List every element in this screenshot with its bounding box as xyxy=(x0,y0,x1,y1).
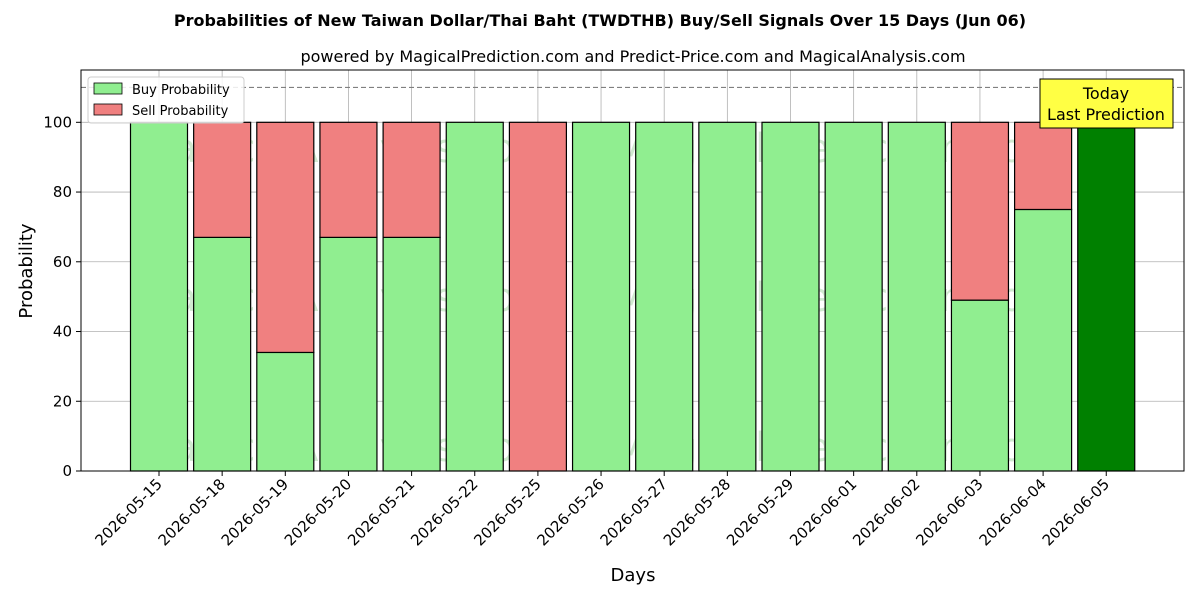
x-tick-label-12: 2026-06-02 xyxy=(849,475,923,549)
legend: Buy Probability Sell Probability xyxy=(87,76,245,124)
bar-buy-14 xyxy=(1013,208,1073,472)
bar-buy-0 xyxy=(129,121,189,472)
x-tick-label-15: 2026-06-05 xyxy=(1039,475,1113,549)
bar-buy-7 xyxy=(571,121,631,472)
x-tick-label-2: 2026-05-19 xyxy=(218,475,292,549)
annotation-box xyxy=(1039,78,1174,129)
legend-sell-swatch xyxy=(93,103,123,116)
chart-subtitle: powered by MagicalPrediction.com and Pre… xyxy=(300,47,965,66)
x-tick-label-5: 2026-05-22 xyxy=(407,475,481,549)
bar-buy-12 xyxy=(887,121,946,472)
bar-buy-10 xyxy=(761,121,820,472)
y-tick-label-0: 0 xyxy=(62,462,72,480)
x-tick-label-8: 2026-05-27 xyxy=(597,475,671,549)
bar-sell-2 xyxy=(256,121,315,354)
bar-buy-4 xyxy=(382,236,441,472)
bar-buy-15 xyxy=(1077,121,1136,472)
plot-frame xyxy=(80,69,1185,472)
annotation-line-1: Today xyxy=(1082,84,1129,103)
annotation-line-2: Last Prediction xyxy=(1047,105,1165,124)
legend-box xyxy=(87,76,245,124)
bar-sell-14 xyxy=(1013,121,1073,211)
x-axis-label: Days xyxy=(611,565,656,586)
x-tick-label-13: 2026-06-03 xyxy=(912,475,986,549)
x-tick-label-10: 2026-05-29 xyxy=(723,475,797,549)
bar-buy-5 xyxy=(445,121,504,472)
x-tick-label-7: 2026-05-26 xyxy=(533,475,607,549)
y-axis: 0 20 40 60 80 100 xyxy=(43,113,81,480)
legend-buy-label: Buy Probability xyxy=(132,83,230,98)
bar-sell-13 xyxy=(950,121,1010,301)
bar-buy-3 xyxy=(319,236,378,472)
y-tick-label-5: 100 xyxy=(43,113,72,131)
y-tick-label-1: 20 xyxy=(53,392,72,410)
bar-buy-2 xyxy=(256,351,315,472)
x-tick-label-14: 2026-06-04 xyxy=(976,475,1050,549)
bar-buy-8 xyxy=(635,121,694,472)
x-tick-label-3: 2026-05-20 xyxy=(281,475,355,549)
legend-sell-label: Sell Probability xyxy=(132,104,229,119)
bar-sell-3 xyxy=(319,121,378,238)
today-annotation: Today Last Prediction xyxy=(1039,78,1174,129)
y-tick-label-2: 40 xyxy=(53,323,72,341)
bar-buy-11 xyxy=(824,121,883,472)
chart-title: Probabilities of New Taiwan Dollar/Thai … xyxy=(174,11,1026,30)
bar-buy-13 xyxy=(950,299,1010,472)
bar-buy-9 xyxy=(698,121,757,472)
x-tick-label-1: 2026-05-18 xyxy=(155,475,229,549)
y-axis-label: Probability xyxy=(16,223,37,318)
bar-sell-6 xyxy=(508,121,567,472)
x-tick-label-0: 2026-05-15 xyxy=(91,475,165,549)
x-tick-label-9: 2026-05-28 xyxy=(660,475,734,549)
x-tick-label-11: 2026-06-01 xyxy=(786,475,860,549)
y-tick-label-3: 60 xyxy=(53,253,72,271)
bar-sell-4 xyxy=(382,121,441,238)
bar-buy-1 xyxy=(193,236,252,472)
bar-sell-1 xyxy=(193,121,252,238)
bars xyxy=(129,121,1136,472)
x-tick-label-6: 2026-05-25 xyxy=(470,475,544,549)
legend-buy-swatch xyxy=(93,82,123,95)
x-axis: 2026-05-152026-05-182026-05-192026-05-20… xyxy=(91,471,1113,549)
x-tick-label-4: 2026-05-21 xyxy=(344,475,418,549)
y-tick-label-4: 80 xyxy=(53,183,72,201)
